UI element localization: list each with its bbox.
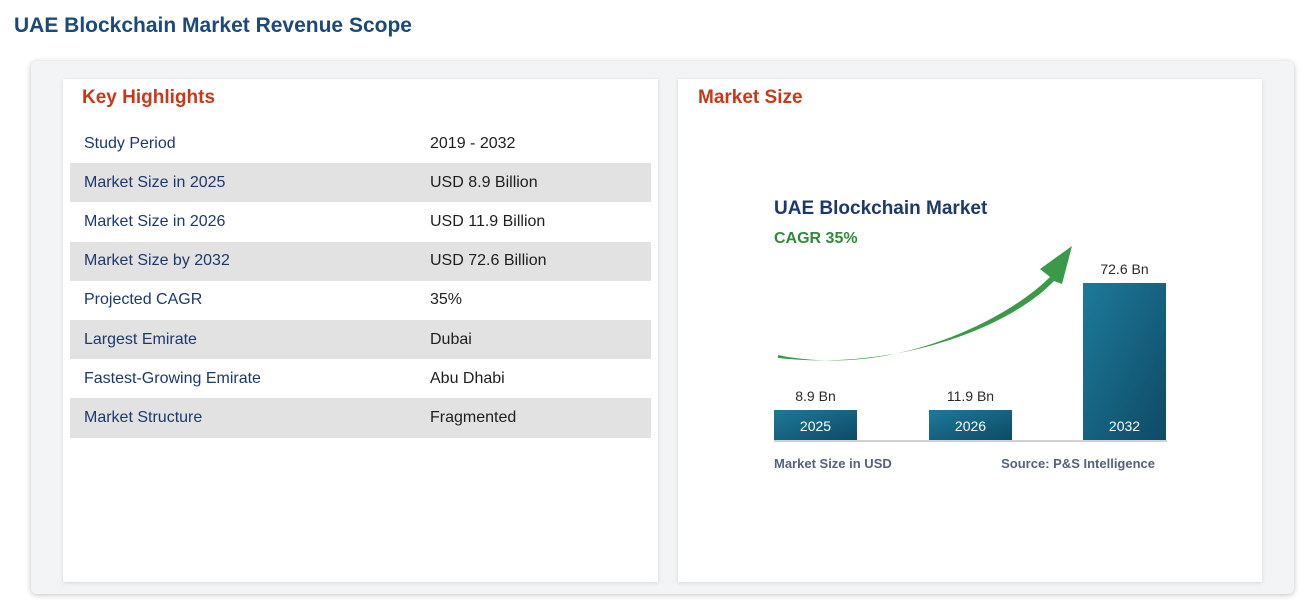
- key-highlights-panel: Key Highlights Study Period 2019 - 2032 …: [63, 79, 658, 582]
- row-label: Market Size by 2032: [84, 252, 230, 270]
- category-label: 2032: [1109, 418, 1140, 434]
- bar-2032: [1083, 283, 1166, 440]
- row-value: Abu Dhabi: [430, 369, 505, 387]
- row-label: Market Size in 2026: [84, 212, 226, 230]
- key-highlights-heading: Key Highlights: [82, 87, 216, 108]
- table-row: Market Size in 2025 USD 8.9 Billion: [70, 163, 651, 203]
- page-title: UAE Blockchain Market Revenue Scope: [14, 14, 412, 37]
- x-axis-label: Market Size in USD: [774, 456, 892, 471]
- table-row: Projected CAGR 35%: [70, 281, 651, 320]
- row-label: Projected CAGR: [84, 291, 203, 309]
- row-value: 35%: [430, 291, 463, 309]
- value-label: 11.9 Bn: [947, 388, 994, 404]
- row-value: USD 72.6 Billion: [430, 252, 547, 270]
- row-label: Largest Emirate: [84, 330, 197, 348]
- value-label: 72.6 Bn: [1100, 261, 1148, 277]
- category-label: 2025: [800, 418, 831, 434]
- table-row: Market Size by 2032 USD 72.6 Billion: [70, 241, 651, 281]
- chart-cagr: CAGR 35%: [774, 230, 858, 247]
- highlights-table: Study Period 2019 - 2032 Market Size in …: [70, 124, 651, 438]
- market-size-chart: UAE Blockchain Market CAGR 35% 8.9 Bn 202…: [774, 198, 1167, 471]
- bar-2026: [929, 410, 1012, 440]
- growth-arrow-icon: [778, 246, 1072, 361]
- row-label: Market Structure: [84, 408, 203, 426]
- table-row: Largest Emirate Dubai: [70, 319, 651, 360]
- row-value: USD 8.9 Billion: [430, 173, 538, 191]
- row-value: 2019 - 2032: [430, 134, 516, 152]
- category-label: 2026: [955, 418, 986, 434]
- row-value: Fragmented: [430, 408, 517, 426]
- source-label: Source: P&S Intelligence: [1001, 456, 1155, 471]
- market-size-panel: Market Size UAE Blockchain Market CAGR 3…: [678, 79, 1262, 582]
- table-row: Market Size in 2026 USD 11.9 Billion: [70, 202, 651, 241]
- value-label: 8.9 Bn: [795, 388, 835, 404]
- table-row: Study Period 2019 - 2032: [70, 124, 651, 163]
- chart-title: UAE Blockchain Market: [774, 198, 988, 219]
- bar-2025: [774, 410, 857, 440]
- table-row: Market Structure Fragmented: [70, 398, 651, 438]
- row-value: Dubai: [430, 330, 472, 348]
- row-label: Fastest-Growing Emirate: [84, 369, 261, 387]
- row-value: USD 11.9 Billion: [430, 212, 546, 230]
- market-size-heading: Market Size: [698, 87, 803, 108]
- table-row: Fastest-Growing Emirate Abu Dhabi: [70, 359, 651, 398]
- row-label: Market Size in 2025: [84, 173, 226, 191]
- row-label: Study Period: [84, 134, 176, 152]
